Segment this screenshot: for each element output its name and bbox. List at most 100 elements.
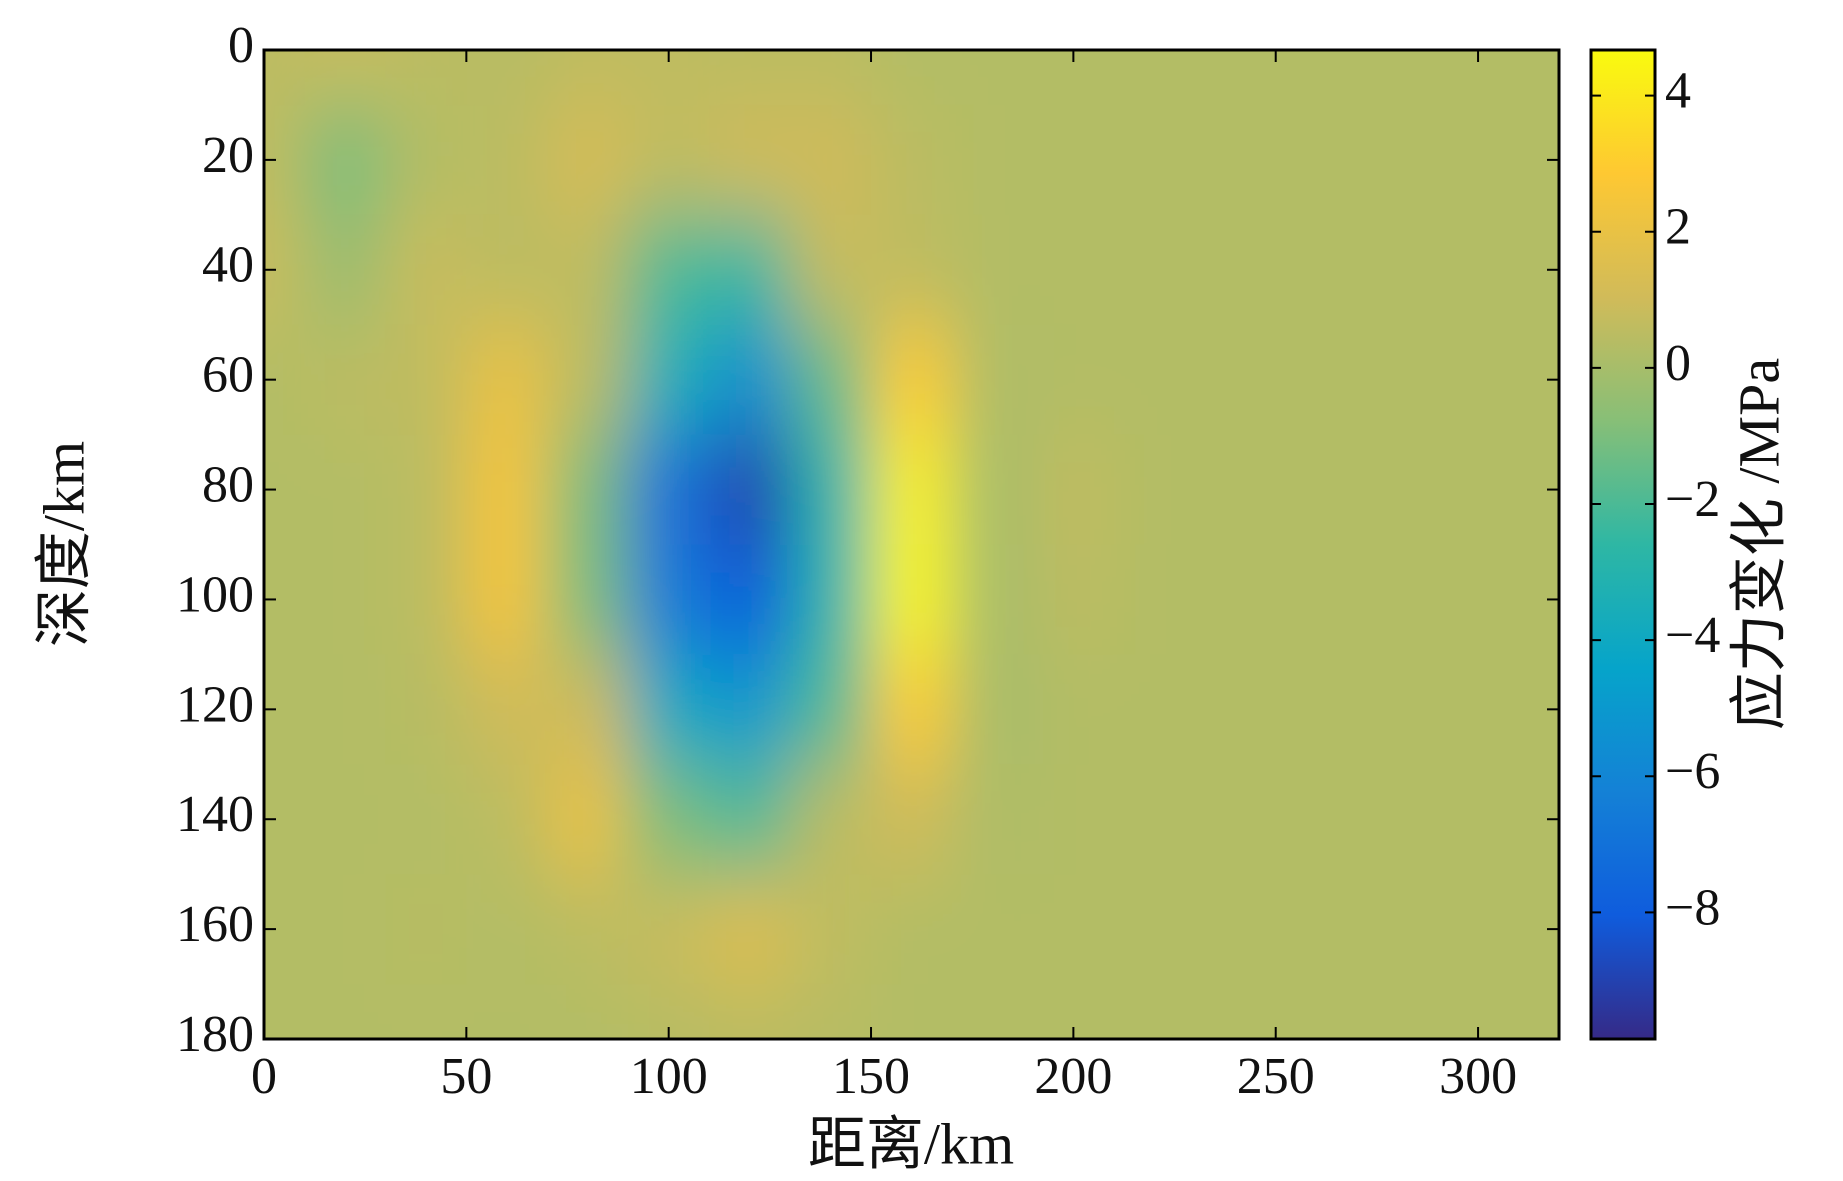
colorbar-tick-label: −6 [1665, 743, 1720, 800]
heat-cell [304, 544, 386, 655]
heat-cell [466, 434, 548, 545]
colorbar-tick-label: 4 [1665, 63, 1691, 120]
heat-cell [547, 654, 629, 765]
heat-cell [1113, 50, 1196, 106]
heat-cell [1356, 104, 1439, 216]
heat-cell [385, 324, 467, 436]
heat-cell [951, 324, 1034, 436]
heat-cell [1113, 544, 1196, 655]
heat-cell [628, 654, 710, 765]
heat-cell [385, 50, 467, 106]
heat-cell [790, 984, 872, 1039]
colorbar-label: 应力变化 /MPa [1726, 358, 1791, 730]
heat-cell [951, 50, 1034, 106]
heat-cell [709, 874, 791, 985]
heat-cell [871, 984, 953, 1039]
heat-cell [547, 50, 629, 106]
heat-cell [1275, 104, 1358, 216]
heat-cell [385, 874, 467, 985]
heat-cell [709, 104, 791, 216]
y-tick-label: 20 [202, 127, 254, 184]
heat-cell [1518, 984, 1559, 1039]
heatmap [264, 50, 1559, 1039]
heat-cell [790, 214, 872, 326]
heat-cell [628, 544, 710, 655]
heat-cell [1032, 654, 1115, 765]
heat-cell [1437, 434, 1520, 545]
heat-cell [547, 764, 629, 875]
heat-cell [790, 654, 872, 765]
heat-cell [466, 654, 548, 765]
heat-cell [1437, 214, 1520, 326]
heat-cell [466, 764, 548, 875]
heat-cell [709, 324, 791, 436]
heat-cell [264, 50, 305, 106]
heat-cell [304, 50, 386, 106]
heat-cell [1437, 764, 1520, 875]
heat-cell [709, 214, 791, 326]
heat-cell [1194, 50, 1277, 106]
heat-cell [1275, 324, 1358, 436]
colorbar-tick-label: −8 [1665, 879, 1720, 936]
heat-cell [871, 50, 953, 106]
heat-cell [385, 434, 467, 545]
heat-cell [466, 324, 548, 436]
heat-cell [1113, 654, 1196, 765]
heat-cell [547, 214, 629, 326]
heat-cell [951, 654, 1034, 765]
heat-cell [709, 654, 791, 765]
heat-cell [547, 874, 629, 985]
heat-cell [466, 104, 548, 216]
heat-cell [1032, 214, 1115, 326]
colorbar-tick-label: 2 [1665, 199, 1691, 256]
heat-cell [304, 324, 386, 436]
y-tick-label: 160 [176, 896, 254, 953]
heat-cell [790, 544, 872, 655]
heat-cell [709, 764, 791, 875]
colorbar-tick-label: −4 [1665, 607, 1720, 664]
heat-cell [1275, 50, 1358, 106]
heat-cell [1356, 214, 1439, 326]
heat-cell [385, 104, 467, 216]
heat-cell [1437, 544, 1520, 655]
heat-cell [628, 214, 710, 326]
y-tick-label: 120 [176, 676, 254, 733]
heat-cell [951, 544, 1034, 655]
x-tick-label: 300 [1439, 1048, 1517, 1105]
y-tick-label: 60 [202, 347, 254, 404]
heat-cell [628, 104, 710, 216]
heat-cell [871, 654, 953, 765]
heat-cell [1032, 874, 1115, 985]
heat-cell [547, 984, 629, 1039]
heat-cell [628, 324, 710, 436]
heat-cell [1356, 434, 1439, 545]
heat-cell [385, 984, 467, 1039]
heat-cell [466, 874, 548, 985]
heat-cell [1113, 874, 1196, 985]
heat-cell [1194, 324, 1277, 436]
heat-cell [304, 104, 386, 216]
heat-cell [628, 874, 710, 985]
heat-cell [790, 434, 872, 545]
heat-cell [1356, 654, 1439, 765]
heat-cell [1032, 434, 1115, 545]
y-axis-label: 深度/km [31, 441, 96, 647]
heat-cell [871, 544, 953, 655]
heat-cell [790, 50, 872, 106]
heat-cell [304, 764, 386, 875]
heat-cell [385, 214, 467, 326]
y-tick-label: 100 [176, 566, 254, 623]
heat-cell [1194, 544, 1277, 655]
heat-cell [547, 434, 629, 545]
heat-cell [709, 544, 791, 655]
heat-cell [1113, 984, 1196, 1039]
heat-cell [709, 984, 791, 1039]
heat-cell [385, 544, 467, 655]
heat-cell [1194, 874, 1277, 985]
heat-cell [466, 50, 548, 106]
heat-cell [1356, 324, 1439, 436]
y-tick-label: 140 [176, 786, 254, 843]
plot-frame [262, 48, 1561, 1041]
heat-cell [1356, 50, 1439, 106]
